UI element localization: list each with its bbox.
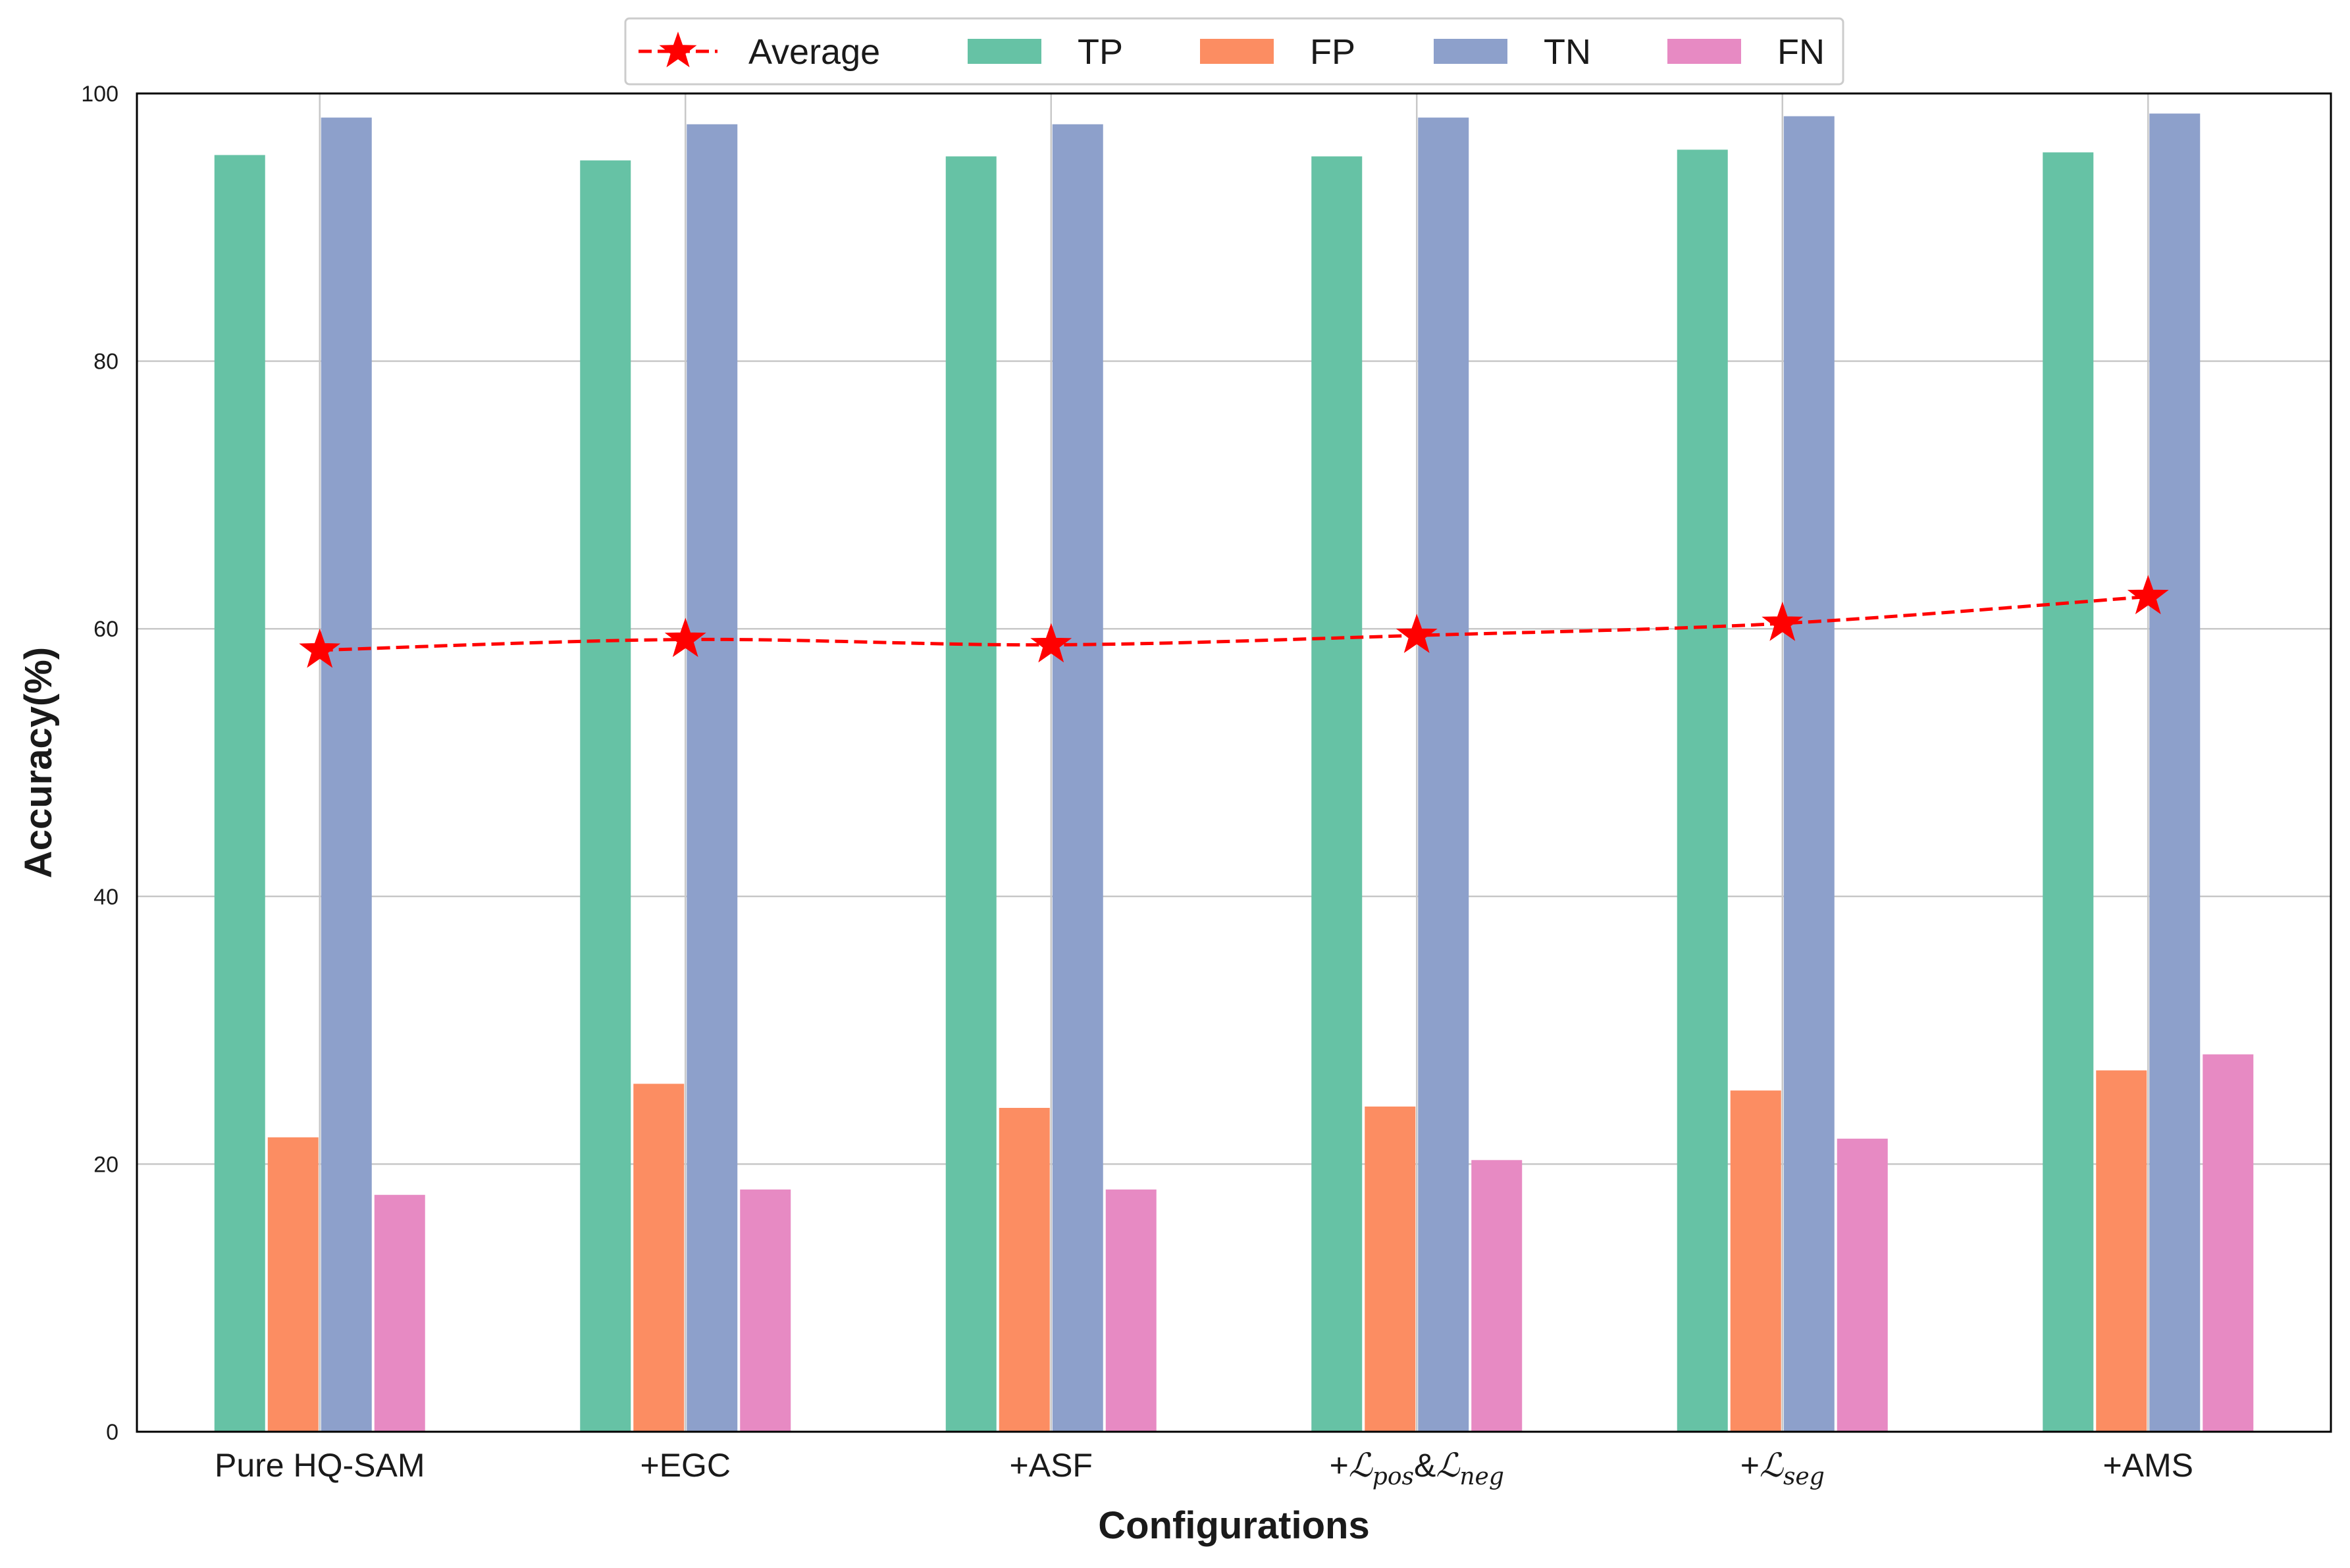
bar-tp [2043,152,2094,1432]
legend-swatch [1667,39,1741,64]
x-tick-label: +ASF [1010,1447,1093,1484]
bar-tn [1783,116,1835,1432]
y-axis-ticks: 0 20 40 60 80 100 [81,82,118,1445]
legend-swatch [1434,39,1507,64]
y-tick-label: 100 [81,82,118,107]
legend-item-tp[interactable]: TP [968,32,1123,72]
bar-fn [1105,1189,1157,1432]
bar-fp [2096,1070,2147,1432]
average-star-marker [1762,602,1804,641]
bar-tp [214,155,265,1432]
bar-tn [1418,117,1469,1432]
bar-fn [740,1189,791,1432]
average-line [299,575,2169,668]
average-line-path [319,594,2149,652]
average-star-marker [2127,575,2169,615]
bar-fp [1365,1106,1416,1432]
average-star-marker [664,617,706,658]
bar-fp [999,1108,1050,1432]
legend-label: Average [748,32,880,72]
legend-label: FN [1777,32,1825,72]
average-star-marker [299,628,341,668]
bar-tn [687,124,738,1432]
x-axis-ticks: Pure HQ-SAM +EGC +ASF +ℒpos​&ℒneg​ +ℒseg​ +AM… [215,1446,2193,1490]
x-tick-label: Pure HQ-SAM [215,1447,425,1484]
x-axis-label: Configurations [1098,1504,1369,1547]
bar-tn [1052,124,1103,1432]
legend-swatch [1200,39,1274,64]
legend-label: TP [1078,32,1123,72]
bar-tp [1311,156,1363,1432]
x-tick-label: +ℒseg​ [1740,1446,1825,1490]
x-tick-label: +ℒpos​&ℒneg​ [1330,1446,1504,1490]
bars [214,113,2254,1432]
bar-tp [1677,149,1728,1432]
x-tick-label: +EGC [640,1447,731,1484]
legend-swatch [968,39,1041,64]
y-tick-label: 40 [93,885,118,910]
bar-tp [945,156,997,1432]
legend-item-fn[interactable]: FN [1667,32,1825,72]
average-star-marker [1396,614,1438,654]
y-tick-label: 20 [93,1152,118,1177]
bar-fp [633,1084,685,1432]
y-axis-label: Accuracy(%) [17,647,60,878]
y-tick-label: 60 [93,617,118,642]
legend-star-swatch [659,32,697,68]
legend-item-fp[interactable]: FP [1200,32,1355,72]
legend-item-average[interactable]: Average [639,32,880,72]
legend-label: TN [1544,32,1591,72]
x-tick-label: +AMS [2102,1447,2193,1484]
bar-fp [267,1137,319,1432]
bar-fn [1837,1138,1888,1432]
bar-tn [2149,113,2201,1432]
legend-item-tn[interactable]: TN [1434,32,1591,72]
bar-fn [374,1195,425,1432]
legend[interactable]: Average TP FP TN FN [624,17,1844,86]
bar-fn [1471,1160,1523,1432]
legend-label: FP [1310,32,1355,72]
y-tick-label: 0 [106,1420,118,1445]
bar-tn [321,117,372,1432]
grid-lines [137,92,2331,1433]
bar-tp [580,160,631,1432]
average-star-marker [1030,623,1072,663]
plot-frame [136,92,2332,1433]
y-tick-label: 80 [93,350,118,375]
bar-fn [2203,1054,2254,1432]
bar-fp [1730,1090,1781,1432]
